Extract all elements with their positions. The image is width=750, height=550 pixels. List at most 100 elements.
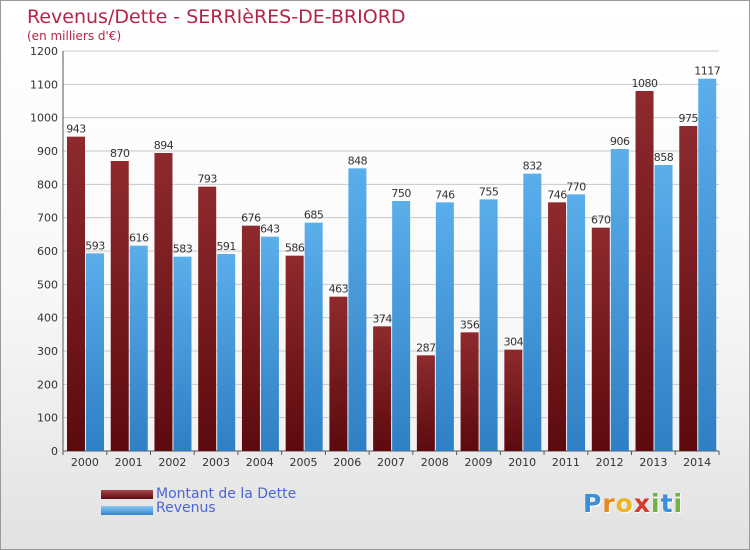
bar-dette bbox=[110, 161, 129, 451]
chart-subtitle: (en milliers d'€) bbox=[27, 29, 122, 43]
data-label-dette: 670 bbox=[591, 214, 611, 227]
bar-revenus bbox=[610, 149, 629, 451]
legend-label-dette: Montant de la Dette bbox=[156, 486, 297, 502]
bar-revenus bbox=[435, 202, 454, 451]
bar-revenus bbox=[567, 194, 586, 452]
data-label-dette: 1080 bbox=[632, 77, 658, 90]
data-label-dette: 975 bbox=[679, 112, 699, 125]
data-label-dette: 463 bbox=[329, 283, 349, 296]
data-label-revenus: 593 bbox=[85, 239, 105, 252]
x-tick-label: 2008 bbox=[421, 456, 449, 469]
data-label-revenus: 583 bbox=[173, 243, 193, 256]
logo-letter: r bbox=[602, 489, 616, 518]
bar-dette bbox=[460, 332, 479, 451]
y-tick-label: 1200 bbox=[30, 45, 58, 58]
y-tick-label: 400 bbox=[37, 312, 58, 325]
x-tick-label: 2006 bbox=[333, 456, 361, 469]
logo-letter: i bbox=[673, 489, 684, 518]
bar-dette bbox=[154, 153, 173, 451]
data-label-revenus: 643 bbox=[260, 223, 280, 236]
legend-label-revenus: Revenus bbox=[156, 500, 216, 516]
bar-revenus bbox=[654, 165, 673, 451]
legend-swatch-revenus bbox=[101, 506, 153, 515]
data-label-revenus: 591 bbox=[216, 240, 236, 253]
data-label-dette: 894 bbox=[154, 139, 174, 152]
bar-dette bbox=[635, 91, 654, 451]
data-label-revenus: 858 bbox=[654, 151, 674, 164]
data-label-dette: 870 bbox=[110, 147, 130, 160]
x-tick-label: 2002 bbox=[158, 456, 186, 469]
bar-dette bbox=[373, 326, 392, 451]
x-tick-label: 2005 bbox=[290, 456, 318, 469]
y-tick-label: 900 bbox=[37, 145, 58, 158]
y-tick-label: 200 bbox=[37, 378, 58, 391]
data-label-revenus: 848 bbox=[348, 154, 368, 167]
legend-swatch-dette bbox=[101, 490, 153, 499]
data-label-revenus: 755 bbox=[479, 185, 499, 198]
bar-dette bbox=[329, 296, 348, 451]
bar-dette bbox=[416, 355, 435, 451]
bar-revenus bbox=[129, 245, 148, 451]
chart-title: Revenus/Dette - SERRIèRES-DE-BRIORD bbox=[27, 6, 406, 28]
bar-dette bbox=[285, 255, 304, 451]
logo-letter: t bbox=[660, 489, 674, 518]
bar-dette bbox=[504, 349, 523, 451]
bar-revenus bbox=[479, 199, 498, 451]
data-label-dette: 746 bbox=[547, 188, 567, 201]
x-tick-label: 2001 bbox=[115, 456, 143, 469]
x-tick-label: 2004 bbox=[246, 456, 274, 469]
logo-letter: P bbox=[583, 489, 603, 518]
bar-dette bbox=[548, 202, 567, 451]
data-label-dette: 793 bbox=[197, 173, 217, 186]
bar-revenus bbox=[173, 256, 192, 451]
logo-letter: o bbox=[615, 489, 634, 518]
proxiti-logo: Proxiti bbox=[583, 489, 683, 518]
x-tick-label: 2014 bbox=[683, 456, 711, 469]
data-label-revenus: 770 bbox=[566, 180, 586, 193]
x-tick-label: 2009 bbox=[464, 456, 492, 469]
logo-letter: x bbox=[633, 489, 651, 518]
bar-revenus bbox=[260, 236, 279, 451]
bar-revenus bbox=[348, 168, 367, 452]
bar-revenus bbox=[392, 201, 411, 451]
x-tick-label: 2011 bbox=[552, 456, 580, 469]
data-label-revenus: 750 bbox=[391, 187, 411, 200]
data-label-revenus: 1117 bbox=[694, 65, 720, 78]
data-label-revenus: 906 bbox=[610, 135, 630, 148]
x-tick-label: 2013 bbox=[639, 456, 667, 469]
data-label-dette: 374 bbox=[372, 312, 392, 325]
x-tick-label: 2010 bbox=[508, 456, 536, 469]
bar-revenus bbox=[217, 254, 236, 451]
bar-dette bbox=[67, 136, 85, 451]
y-tick-label: 300 bbox=[37, 345, 58, 358]
bar-dette bbox=[591, 227, 610, 451]
bar-revenus bbox=[698, 78, 717, 452]
data-label-dette: 287 bbox=[416, 341, 436, 354]
y-tick-label: 600 bbox=[37, 245, 58, 258]
data-label-revenus: 616 bbox=[129, 232, 149, 245]
x-tick-label: 2003 bbox=[202, 456, 230, 469]
bar-revenus bbox=[86, 253, 104, 451]
x-tick-label: 2007 bbox=[377, 456, 405, 469]
data-label-dette: 943 bbox=[66, 123, 86, 136]
data-label-revenus: 685 bbox=[304, 209, 324, 222]
y-tick-label: 100 bbox=[37, 412, 58, 425]
bar-dette bbox=[241, 225, 260, 451]
data-label-revenus: 832 bbox=[523, 160, 543, 173]
y-tick-label: 700 bbox=[37, 212, 58, 225]
y-tick-label: 500 bbox=[37, 278, 58, 291]
data-label-revenus: 746 bbox=[435, 188, 455, 201]
bar-revenus bbox=[523, 173, 542, 451]
bar-dette bbox=[679, 126, 698, 451]
x-tick-label: 2012 bbox=[596, 456, 624, 469]
data-label-dette: 676 bbox=[241, 212, 261, 225]
data-label-dette: 304 bbox=[504, 336, 524, 349]
data-label-dette: 356 bbox=[460, 318, 480, 331]
bar-revenus bbox=[304, 222, 323, 451]
x-tick-label: 2000 bbox=[71, 456, 99, 469]
y-tick-label: 1100 bbox=[30, 78, 58, 91]
logo-letter: i bbox=[651, 489, 661, 518]
y-tick-label: 0 bbox=[51, 445, 58, 458]
